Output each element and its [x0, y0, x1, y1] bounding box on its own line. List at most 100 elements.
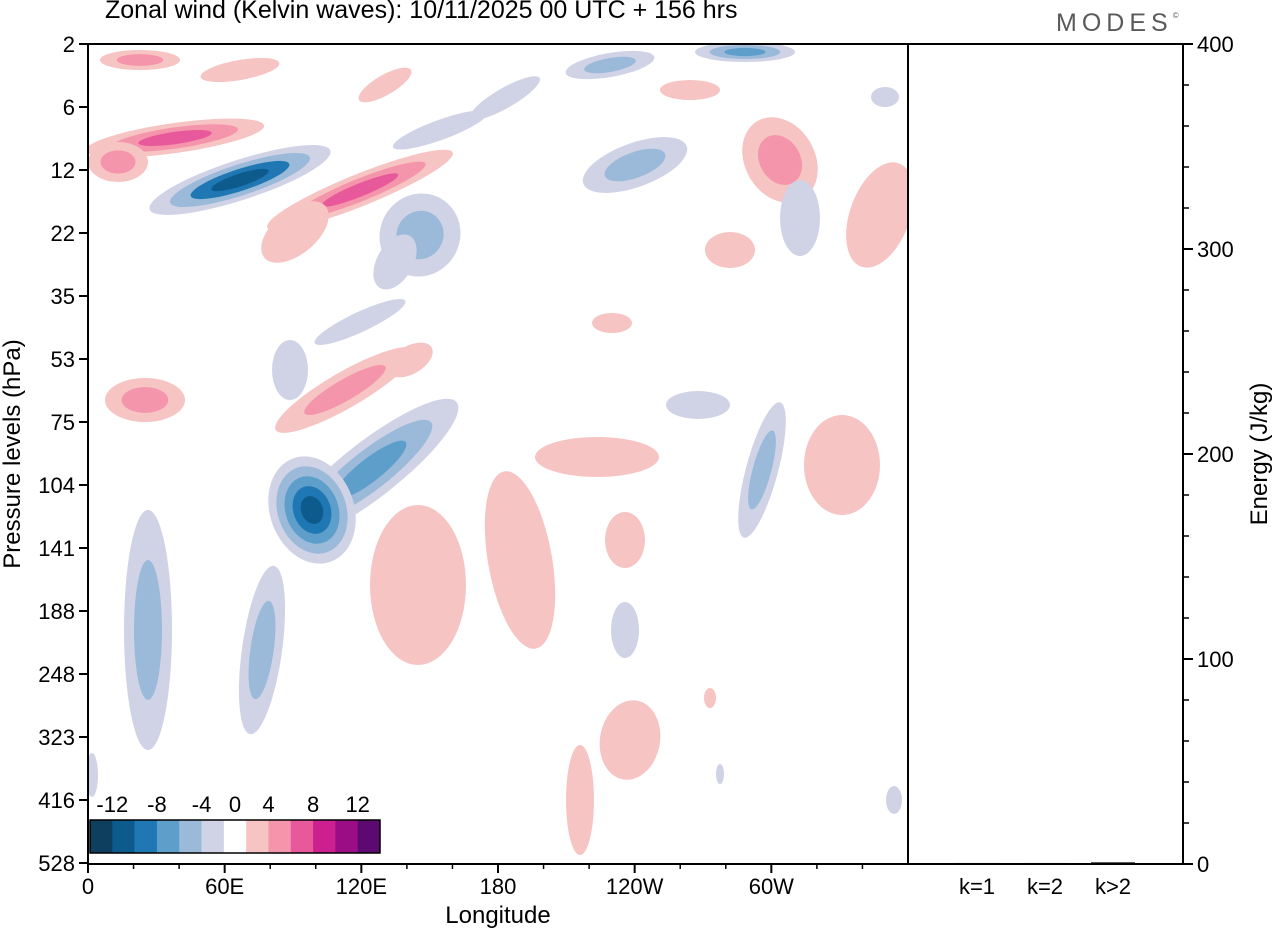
- contour-fill: [272, 340, 308, 400]
- energy-bar: [955, 862, 999, 864]
- energy-bar-label: k=1: [959, 874, 995, 899]
- y-tick-label: 22: [51, 221, 75, 246]
- x-tick-label: 180: [480, 874, 517, 899]
- colorbar-label: -8: [147, 792, 167, 817]
- modes-logo-text: MODES: [1056, 9, 1173, 37]
- contour-fill: [392, 110, 488, 150]
- contour-fill: [592, 313, 632, 333]
- colorbar-swatch: [268, 820, 292, 853]
- y-tick-label: 53: [51, 347, 75, 372]
- contour-fill: [200, 57, 280, 83]
- colorbar-swatch: [335, 820, 358, 853]
- x-axis: 0 60E 120E 180 120W 60W: [82, 864, 864, 899]
- contour-fill: [138, 129, 212, 147]
- y-tick-label: 2: [63, 32, 75, 57]
- energy-bar: [1023, 862, 1067, 864]
- y-tick-label: 75: [51, 410, 75, 435]
- contour-fill: [757, 135, 803, 185]
- contour-fill: [88, 753, 98, 797]
- contour-fill: [248, 600, 276, 700]
- energy-tick-label: 100: [1197, 647, 1234, 672]
- y-tick-label: 104: [38, 473, 75, 498]
- contour-fill: [566, 745, 594, 855]
- modes-logo-mark: ©: [1172, 11, 1179, 20]
- contour-fill: [724, 47, 766, 57]
- contour-fill: [484, 471, 556, 649]
- zonal-wind-contours: [88, 44, 908, 855]
- colorbar-frame: [89, 819, 381, 854]
- contour-fill: [373, 234, 417, 290]
- colorbar-label: -4: [192, 792, 212, 817]
- y-tick-label: 141: [38, 536, 75, 561]
- energy-tick-label: 300: [1197, 237, 1234, 262]
- contour-fill: [611, 602, 639, 658]
- contour-fill: [605, 512, 645, 568]
- contour-fill: [300, 496, 324, 524]
- contour-fill: [314, 299, 406, 345]
- y-tick-label: 416: [38, 788, 75, 813]
- colorbar-label: -12: [96, 792, 128, 817]
- energy-axis-label: Energy (J/kg): [1246, 383, 1273, 526]
- contour-fill: [584, 56, 636, 74]
- colorbar-label: 8: [307, 792, 319, 817]
- energy-bar-label: k=2: [1027, 874, 1063, 899]
- contour-fill: [705, 232, 755, 268]
- contour-fill: [704, 688, 716, 708]
- x-tick-label: 0: [82, 874, 94, 899]
- colorbar-swatch: [134, 820, 158, 853]
- colorbar-swatch: [290, 820, 314, 853]
- colorbar-swatch: [246, 820, 269, 853]
- energy-bar-label: k>2: [1095, 874, 1131, 899]
- contour-fill: [886, 786, 902, 814]
- colorbar: -12 -8 -4 0 4 8 12: [89, 792, 381, 854]
- contour-fill: [846, 162, 908, 268]
- contour-fill: [470, 76, 540, 120]
- contour-fill: [804, 415, 880, 515]
- colorbar-swatch: [90, 820, 113, 853]
- energy-panel: 0 100 200 300 400 k=1 k=2 k>2: [908, 32, 1234, 899]
- energy-tick-label: 0: [1197, 852, 1209, 877]
- colorbar-swatch: [156, 820, 180, 853]
- contour-fill: [748, 430, 776, 510]
- contour-fill: [116, 54, 164, 66]
- contour-fill: [100, 150, 136, 174]
- contour-fill: [261, 201, 329, 263]
- energy-tick-label: 400: [1197, 32, 1234, 57]
- colorbar-swatch: [179, 820, 202, 853]
- contour-fill: [387, 342, 433, 378]
- contour-fill: [358, 67, 412, 103]
- contour-fill: [211, 168, 269, 192]
- y-tick-label: 188: [38, 599, 75, 624]
- x-tick-label: 120W: [606, 874, 664, 899]
- colorbar-swatch: [357, 820, 381, 853]
- energy-tick-label: 200: [1197, 442, 1234, 467]
- colorbar-swatch: [201, 820, 225, 853]
- contour-fill: [134, 560, 162, 700]
- contour-fill: [370, 505, 466, 665]
- y-tick-label: 6: [63, 95, 75, 120]
- contour-fill: [780, 180, 820, 256]
- contour-fill: [121, 387, 169, 413]
- y-tick-label: 528: [38, 851, 75, 876]
- contour-fill: [333, 440, 407, 500]
- modes-logo: MODES©: [1056, 9, 1179, 38]
- contour-fill: [660, 80, 720, 100]
- y-tick-label: 248: [38, 662, 75, 687]
- x-tick-label: 120E: [336, 874, 387, 899]
- contour-fill: [666, 391, 730, 419]
- y-axis-label: Pressure levels (hPa): [0, 339, 26, 568]
- contour-fill: [535, 437, 659, 477]
- y-tick-label: 35: [51, 284, 75, 309]
- x-tick-label: 60W: [749, 874, 794, 899]
- contour-fill: [604, 148, 666, 182]
- contour-fill: [871, 87, 899, 107]
- y-axis: 2 6 12 22 35 53 75 104 141 188 248 323 416 528: [38, 32, 88, 876]
- colorbar-label: 4: [262, 792, 274, 817]
- colorbar-label: 12: [345, 792, 369, 817]
- contour-fill: [599, 700, 661, 780]
- contour-fill: [304, 364, 386, 416]
- y-tick-label: 323: [38, 725, 75, 750]
- colorbar-swatch: [112, 820, 135, 853]
- y-tick-label: 12: [51, 158, 75, 183]
